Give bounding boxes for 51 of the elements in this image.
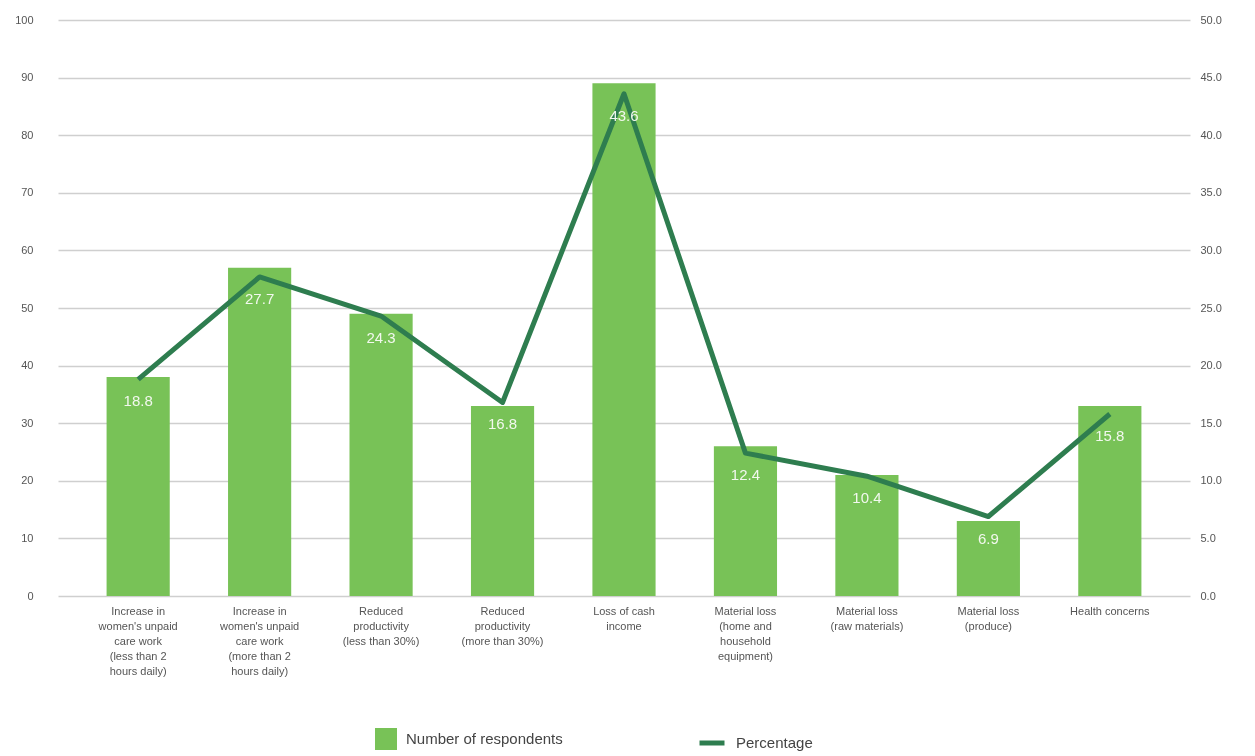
- y-tick-label: 10: [21, 531, 34, 544]
- x-tick-label: Reduced productivity (more than 30%): [461, 604, 544, 647]
- x-tick-label: Material loss (raw materials): [830, 604, 904, 632]
- data-label: 18.8: [123, 392, 153, 410]
- y-tick-label: 40: [21, 359, 34, 372]
- bar: [228, 267, 292, 596]
- data-label: 6.9: [977, 529, 999, 547]
- y-tick-label: 50: [21, 301, 34, 314]
- bar: [349, 313, 413, 596]
- bar: [592, 83, 656, 596]
- bar: [835, 475, 899, 596]
- y2-tick-label: 30.0: [1200, 243, 1222, 256]
- y-tick-label: 90: [21, 71, 34, 84]
- bar: [470, 405, 535, 596]
- x-tick-label: Material loss (produce): [957, 604, 1020, 632]
- y2-tick-label: 15.0: [1200, 416, 1222, 429]
- data-label: 10.4: [852, 489, 882, 507]
- data-label: 16.8: [487, 415, 518, 433]
- data-label: 12.4: [730, 466, 761, 484]
- x-tick-label: Material loss (home and household equipment): [714, 604, 777, 662]
- x-tick-label: Reduced productivity (less than 30%): [342, 604, 420, 647]
- y-tick-label: 30: [21, 416, 34, 429]
- y-tick-label: 60: [21, 243, 34, 256]
- data-label: 24.3: [366, 329, 396, 347]
- y2-tick-label: 5.0: [1200, 531, 1216, 544]
- data-label: 43.6: [609, 106, 639, 124]
- y2-tick-label: 40.0: [1200, 128, 1222, 141]
- y2-tick-label: 25.0: [1200, 301, 1222, 314]
- bar: [106, 377, 170, 596]
- x-tick-label: Increase in women's unpaid care work (more than 2 hours daily): [219, 604, 300, 677]
- bar: [956, 521, 1020, 596]
- y2-tick-label: 45.0: [1200, 71, 1222, 84]
- y-tick-label: 70: [21, 186, 34, 199]
- data-label: 27.7: [245, 289, 275, 307]
- bar: [1078, 405, 1142, 596]
- x-tick-label: Increase in women's unpaid care work (less than 2 hours daily): [97, 604, 178, 677]
- legend-label: Percentage: [736, 734, 813, 751]
- y-tick-label: 80: [21, 128, 34, 141]
- x-tick-label: Loss of cash income: [593, 604, 655, 632]
- y2-tick-label: 10.0: [1200, 474, 1222, 487]
- legend-label: Number of respondents: [406, 730, 563, 747]
- data-label: 15.8: [1095, 426, 1125, 444]
- y2-tick-label: 50.0: [1200, 13, 1222, 26]
- y-tick-label: 20: [21, 474, 34, 487]
- y2-tick-label: 20.0: [1200, 359, 1222, 372]
- y2-tick-label: 0.0: [1200, 589, 1216, 602]
- y-tick-label: 100: [15, 13, 34, 26]
- y2-tick-label: 35.0: [1200, 186, 1222, 199]
- x-tick-label: Health concerns: [1070, 604, 1151, 617]
- bar: [713, 446, 778, 596]
- y-tick-label: 0: [27, 589, 34, 602]
